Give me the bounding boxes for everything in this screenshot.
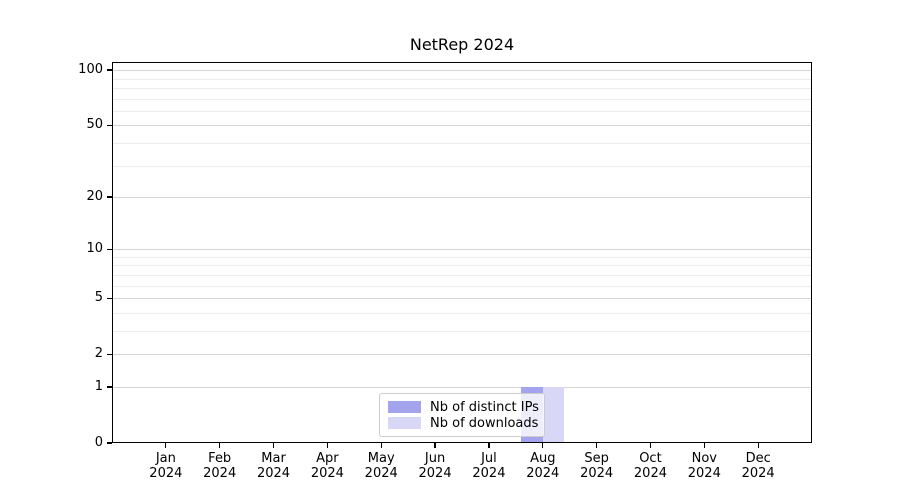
y-tick-label: 5 [94, 290, 103, 306]
legend-item-downloads: Nb of downloads [388, 415, 539, 431]
chart-title: NetRep 2024 [409, 35, 515, 54]
x-tick-label: Mar 2024 [256, 451, 291, 481]
gridline-minor [113, 274, 811, 276]
gridline-minor [113, 265, 811, 267]
x-tick-mark [219, 443, 221, 448]
gridline-major [113, 386, 811, 388]
x-tick-mark [165, 443, 167, 448]
gridline-minor [113, 165, 811, 167]
x-tick-label: Oct 2024 [633, 451, 667, 481]
x-tick-mark [703, 443, 705, 448]
y-tick-label: 2 [94, 346, 103, 362]
legend: Nb of distinct IPs Nb of downloads [379, 393, 545, 437]
y-tick-label: 0 [94, 435, 103, 450]
x-tick-label: Jun 2024 [418, 451, 452, 481]
gridline-minor [113, 285, 811, 287]
gridline-major [113, 354, 811, 356]
x-tick-mark [272, 443, 275, 448]
y-tick-label: 20 [86, 189, 103, 205]
gridline-major [113, 197, 811, 199]
x-tick-label: Feb 2024 [203, 451, 237, 481]
legend-swatch-downloads [388, 417, 421, 429]
x-tick-label: May 2024 [364, 451, 398, 481]
gridline-major [113, 125, 811, 127]
gridline-major [113, 298, 811, 300]
x-tick-mark [380, 443, 382, 448]
x-tick-label: Nov 2024 [687, 451, 721, 481]
plot-area-border [112, 62, 812, 443]
x-tick-mark [326, 443, 329, 448]
gridline-minor [113, 256, 811, 258]
gridline-minor [113, 110, 811, 112]
y-tick-mark [107, 69, 112, 71]
gridline-minor [113, 312, 811, 314]
gridline-minor [113, 78, 811, 80]
gridline-minor [113, 87, 811, 89]
x-tick-mark [488, 443, 490, 448]
x-tick-label: Aug 2024 [526, 451, 560, 481]
x-tick-mark [542, 443, 544, 448]
legend-swatch-distinct-ips [388, 401, 421, 413]
x-tick-mark [757, 443, 759, 448]
x-tick-label: Jan 2024 [149, 451, 183, 481]
y-tick-label: 50 [86, 117, 103, 133]
y-tick-label: 1 [94, 378, 103, 394]
y-tick-mark [107, 124, 112, 126]
legend-item-distinct-ips: Nb of distinct IPs [388, 399, 539, 415]
x-tick-label: Apr 2024 [310, 451, 344, 481]
x-tick-label: Sep 2024 [580, 451, 614, 481]
legend-label-distinct-ips: Nb of distinct IPs [430, 399, 539, 415]
gridline-major [113, 249, 811, 251]
y-tick-label: 100 [78, 62, 103, 78]
x-tick-mark [434, 443, 436, 448]
gridline-minor [113, 142, 811, 144]
y-tick-label: 10 [86, 241, 103, 257]
y-tick-mark [107, 442, 112, 444]
y-tick-mark [107, 353, 112, 355]
gridline-minor [113, 98, 811, 100]
x-tick-mark [595, 443, 598, 448]
gridline-minor [113, 330, 811, 332]
y-tick-mark [107, 196, 112, 198]
y-tick-mark [107, 248, 112, 250]
legend-label-downloads: Nb of downloads [430, 415, 539, 431]
x-tick-label: Jul 2024 [472, 451, 506, 481]
y-tick-mark [107, 386, 112, 388]
bar-nb-of-downloads-aug [542, 386, 565, 442]
x-tick-mark [649, 443, 652, 448]
x-tick-label: Dec 2024 [741, 451, 775, 481]
gridline-major [113, 70, 811, 72]
y-tick-mark [107, 297, 112, 299]
